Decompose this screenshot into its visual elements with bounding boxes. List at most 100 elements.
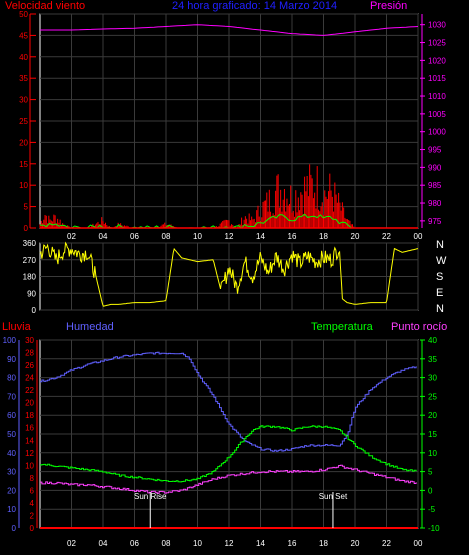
wind-tick-label: 20 [19,138,28,147]
temperature-tick-label: 5 [428,468,433,477]
rain-tick-label: 12 [25,449,34,458]
temperature-tick-label: 20 [428,411,437,420]
climate-x-tick-label: 18 [319,539,328,548]
wind-tick-label: 15 [19,160,28,169]
wind-x-tick-label: 14 [256,232,265,241]
wind-tick-label: 45 [19,31,28,40]
climate-x-tick-label: 02 [67,539,76,548]
humidity-tick-label: 10 [7,505,16,514]
wind-x-tick-label: 20 [351,232,360,241]
temperature-tick-label: 25 [428,392,437,401]
humidity-tick-label: 100 [3,336,17,345]
pressure-tick-label: 980 [428,199,442,208]
temperature-title: Temperatura [311,321,374,333]
humidity-line [40,351,417,452]
wind-x-tick-label: 10 [193,232,202,241]
direction-tick-label: 360 [23,239,37,248]
humidity-tick-label: 40 [7,449,16,458]
pressure-tick-label: 1000 [428,128,446,137]
climate-x-tick-label: 08 [162,539,171,548]
wind-speed-title: Velocidad viento [5,0,85,12]
rain-tick-label: 28 [25,349,34,358]
temperature-tick-label: -10 [428,524,440,533]
pressure-title: Presión [370,0,407,12]
wind-tick-label: 40 [19,53,28,62]
direction-tick-label: 90 [27,289,36,298]
rain-tick-label: 4 [30,499,35,508]
wind-x-tick-label: 08 [162,232,171,241]
rain-tick-label: 24 [25,374,34,383]
climate-x-tick-label: 06 [130,539,139,548]
rain-tick-label: 8 [30,474,35,483]
wind-tick-label: 5 [24,203,29,212]
climate-x-tick-label: 20 [351,539,360,548]
rain-tick-label: 18 [25,411,34,420]
pressure-tick-label: 1010 [428,92,446,101]
direction-tick-label: 180 [23,273,37,282]
compass-label: W [436,255,447,267]
humidity-tick-label: 30 [7,468,16,477]
temperature-tick-label: 15 [428,430,437,439]
climate-x-tick-label: 10 [193,539,202,548]
climate-x-tick-label: 12 [225,539,234,548]
rain-tick-label: 6 [30,486,35,495]
pressure-tick-label: 995 [428,146,442,155]
wind-x-tick-label: 00 [414,232,423,241]
rain-tick-label: 26 [25,361,34,370]
pressure-tick-label: 1020 [428,56,446,65]
compass-label: E [436,287,443,299]
wind-x-tick-label: 04 [99,232,108,241]
humidity-tick-label: 60 [7,411,16,420]
rain-tick-label: 10 [25,461,34,470]
compass-label: N [436,303,444,315]
compass-label: S [436,271,443,283]
temperature-line [40,425,417,483]
temperature-tick-label: -5 [428,505,436,514]
sunrise-label: Sun Rise [134,492,167,501]
wind-tick-label: 0 [24,224,29,233]
wind-x-tick-label: 06 [130,232,139,241]
wind-tick-label: 35 [19,74,28,83]
rain-tick-label: 22 [25,386,34,395]
wind-tick-label: 10 [19,181,28,190]
pressure-tick-label: 1015 [428,74,446,83]
wind-tick-label: 25 [19,117,28,126]
wind-tick-label: 50 [19,10,28,19]
rain-tick-label: 16 [25,424,34,433]
wind-x-tick-label: 22 [382,232,391,241]
chart-title: 24 hora graficado: 14 Marzo 2014 [172,0,337,12]
wind-x-tick-label: 02 [67,232,76,241]
rain-tick-label: 0 [30,524,35,533]
rain-tick-label: 2 [30,511,35,520]
humidity-tick-label: 70 [7,392,16,401]
compass-label: N [436,239,444,251]
rain-title: Lluvia [2,321,32,333]
temperature-tick-label: 30 [428,374,437,383]
pressure-tick-label: 1025 [428,39,446,48]
climate-x-tick-label: 14 [256,539,265,548]
wind-x-tick-label: 16 [288,232,297,241]
climate-x-tick-label: 22 [382,539,391,548]
pressure-line [40,24,419,36]
direction-tick-label: 270 [23,256,37,265]
wind-tick-label: 30 [19,96,28,105]
pressure-tick-label: 975 [428,217,442,226]
rain-tick-label: 14 [25,436,34,445]
climate-x-tick-label: 00 [414,539,423,548]
direction-line [39,241,419,307]
climate-x-tick-label: 04 [99,539,108,548]
dewpoint-title: Punto rocío [391,321,447,333]
temperature-tick-label: 10 [428,449,437,458]
humidity-tick-label: 0 [12,524,17,533]
humidity-tick-label: 20 [7,486,16,495]
pressure-tick-label: 1030 [428,21,446,30]
temperature-tick-label: 0 [428,486,433,495]
dewpoint-line [40,464,417,494]
humidity-tick-label: 90 [7,355,16,364]
wind-x-tick-label: 12 [225,232,234,241]
temperature-tick-label: 40 [428,336,437,345]
pressure-tick-label: 985 [428,181,442,190]
rain-tick-label: 20 [25,399,34,408]
wind-x-tick-label: 18 [319,232,328,241]
